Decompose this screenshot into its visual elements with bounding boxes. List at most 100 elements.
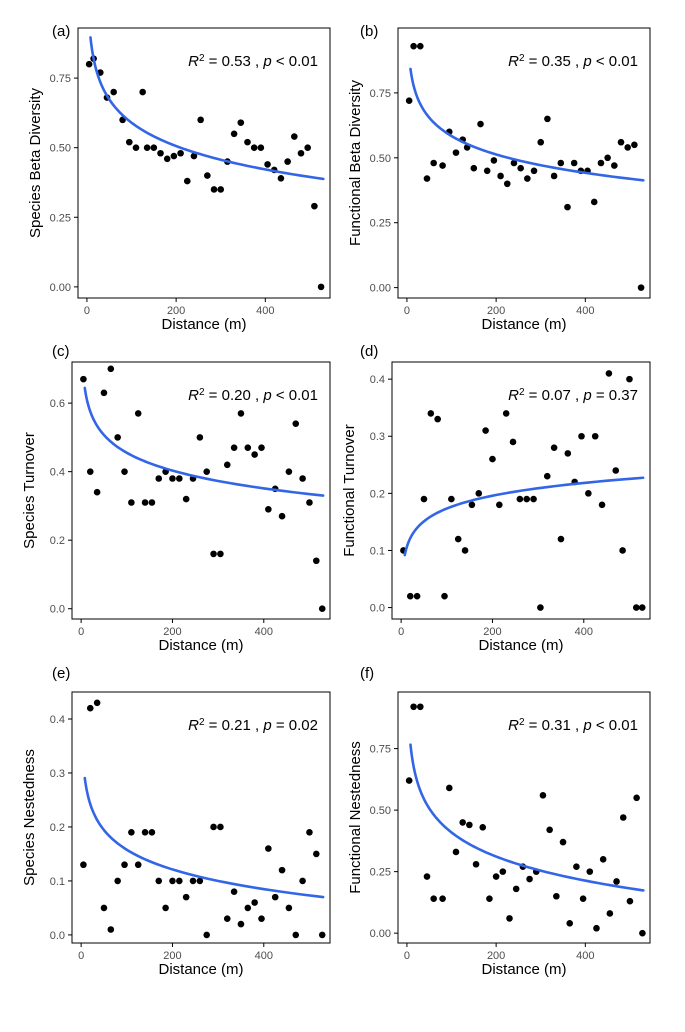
data-point — [86, 468, 94, 475]
panel-label: (d) — [360, 343, 378, 360]
data-point — [114, 434, 121, 441]
data-point — [585, 490, 592, 497]
x-tick-label: 200 — [487, 950, 505, 962]
data-point — [292, 931, 300, 939]
plot-frame — [397, 691, 651, 944]
panel-label: (b) — [360, 23, 378, 40]
data-point — [278, 512, 286, 520]
data-point — [313, 557, 320, 565]
stat-value: 0.01 — [289, 387, 318, 404]
data-point — [176, 475, 183, 482]
data-point — [230, 888, 238, 896]
data-point — [557, 535, 565, 543]
data-point — [230, 444, 238, 451]
data-point — [100, 904, 108, 912]
data-point — [586, 868, 594, 875]
data-point — [250, 144, 258, 151]
data-point — [244, 904, 252, 912]
y-tick-label: 0.75 — [370, 88, 391, 100]
x-tick-label: 0 — [78, 626, 84, 638]
stat-value: 0.02 — [289, 717, 318, 734]
panel-3: (c) 0 200 400 0.0 0.2 0.4 0.6 Distance (m) Specie… — [21, 343, 331, 654]
data-point — [121, 468, 128, 475]
stat-value: 0.21 — [222, 717, 251, 734]
data-point — [490, 157, 498, 164]
data-point — [114, 877, 121, 885]
data-point — [80, 375, 87, 383]
data-point — [155, 475, 163, 482]
data-point — [183, 177, 191, 185]
data-point — [311, 202, 318, 210]
data-point — [633, 604, 640, 611]
x-axis-label: Distance (m) — [478, 637, 563, 654]
data-point — [244, 444, 252, 451]
x-tick-label: 200 — [167, 305, 185, 317]
data-point — [170, 152, 178, 160]
y-axis-label: Species Turnover — [21, 432, 38, 549]
data-point — [633, 794, 640, 802]
data-point — [251, 451, 258, 458]
data-point — [155, 877, 163, 885]
y-tick-label: 0.6 — [50, 398, 65, 410]
data-point — [141, 829, 149, 836]
data-point — [482, 427, 489, 434]
data-point — [143, 144, 151, 151]
data-point — [454, 535, 462, 543]
data-point — [530, 495, 537, 503]
data-point — [470, 164, 478, 172]
x-axis-label: Distance (m) — [481, 961, 566, 978]
y-tick-label: 0.50 — [370, 805, 391, 817]
data-point — [410, 42, 417, 50]
data-point — [148, 499, 156, 506]
plot-frame — [391, 361, 651, 620]
y-tick-label: 0.2 — [370, 488, 385, 500]
data-point — [430, 895, 437, 903]
y-tick-label: 0.25 — [50, 212, 71, 224]
data-point — [512, 885, 520, 893]
y-tick-label: 0.75 — [370, 744, 391, 756]
data-point — [265, 845, 272, 852]
data-point — [134, 410, 142, 417]
data-point — [107, 365, 115, 373]
data-point — [461, 547, 469, 554]
x-tick-label: 400 — [256, 305, 274, 317]
data-point — [318, 605, 326, 613]
stat-value: < — [276, 387, 285, 404]
data-point — [317, 283, 325, 291]
data-point — [638, 604, 646, 611]
data-point — [523, 495, 531, 503]
stat-annotation: R2 = 0.53 , p < 0.01 — [188, 53, 318, 71]
data-point — [223, 915, 231, 923]
data-point — [593, 924, 600, 932]
stat-value: 0.01 — [609, 717, 638, 734]
x-axis-label: Distance (m) — [161, 316, 246, 333]
data-point — [417, 703, 424, 711]
data-point — [544, 115, 551, 123]
y-tick-label: 0.3 — [50, 768, 65, 780]
data-point — [125, 138, 133, 146]
x-tick-label: 200 — [487, 305, 505, 317]
stat-annotation: R2 = 0.07 , p = 0.37 — [508, 387, 638, 405]
data-point — [475, 490, 483, 497]
y-tick-label: 0.0 — [50, 604, 65, 616]
data-point — [637, 284, 645, 291]
data-point — [591, 432, 599, 440]
data-point — [85, 60, 93, 68]
y-tick-label: 0.00 — [370, 283, 391, 295]
data-point — [271, 893, 279, 901]
panel-1: (a) 0 200 400 0.00 0.25 0.50 0.75 Distance (m) Sp… — [27, 23, 331, 333]
data-point — [237, 410, 245, 417]
fit-curve — [409, 743, 645, 892]
data-point — [506, 915, 513, 922]
data-point — [285, 468, 293, 475]
panel-5: (e) 0 200 400 0.0 0.1 0.2 0.3 0.4 Distance (m) Spe… — [21, 665, 331, 978]
data-point — [441, 592, 448, 600]
data-point — [230, 130, 238, 138]
x-axis-label: Distance (m) — [158, 637, 243, 654]
data-point — [539, 792, 547, 799]
data-point — [613, 878, 620, 885]
data-point — [190, 152, 198, 160]
data-point — [530, 167, 538, 175]
data-point — [244, 138, 251, 146]
y-tick-label: 0.25 — [370, 218, 391, 230]
